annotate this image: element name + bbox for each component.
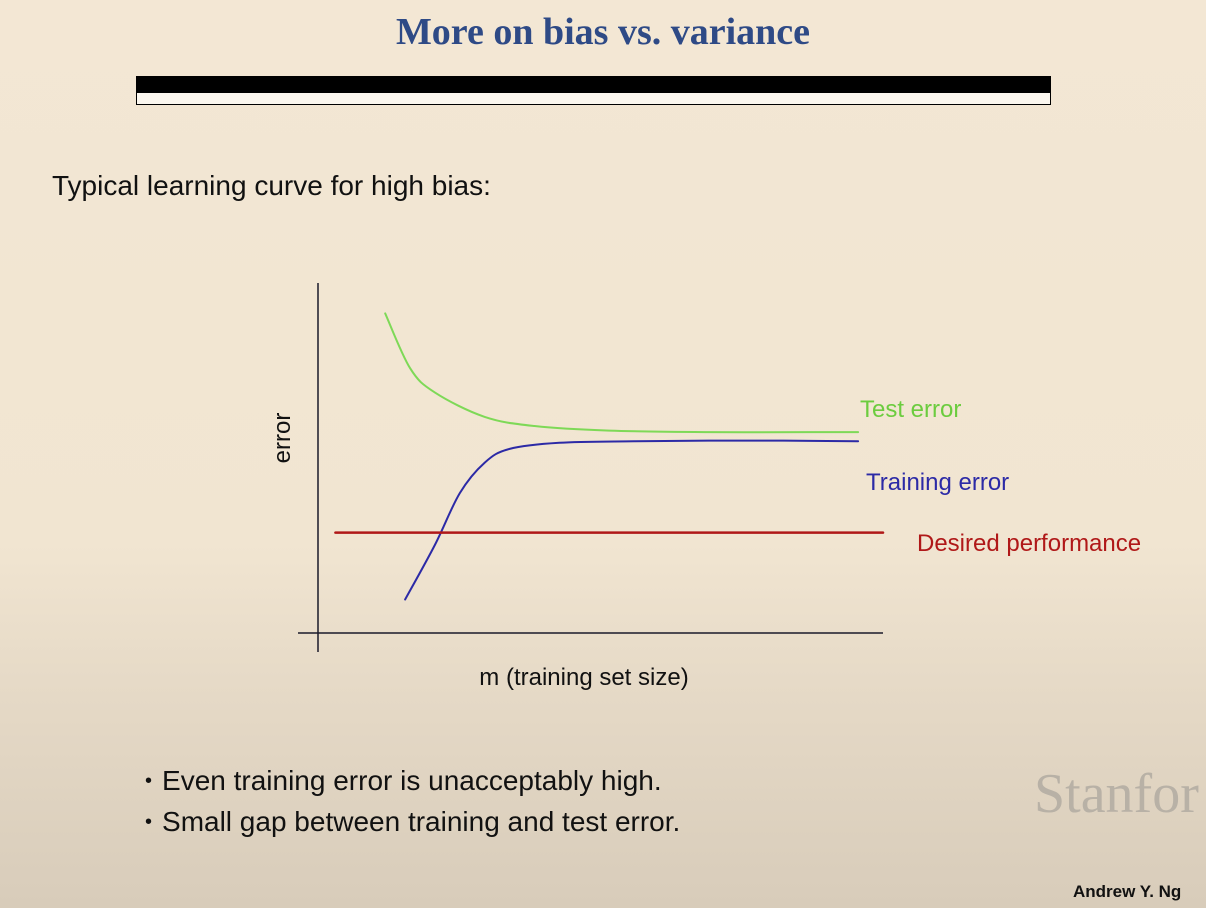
slide-title: More on bias vs. variance <box>395 11 811 53</box>
stanford-watermark: Stanfor <box>1034 763 1199 825</box>
bullet-list: Even training error is unacceptably high… <box>145 762 680 844</box>
author-credit: Andrew Y. Ng <box>1073 882 1182 901</box>
bullet-item: Small gap between training and test erro… <box>145 803 680 844</box>
bullet-item: Even training error is unacceptably high… <box>145 762 680 803</box>
training-error-line <box>404 439 860 601</box>
title-rule-black <box>136 76 1051 93</box>
slide-subtitle: Typical learning curve for high bias: <box>52 170 491 201</box>
y-axis-label: error <box>269 413 296 464</box>
test-error-line <box>384 312 860 434</box>
series-label-desired-performance: Desired performance <box>917 530 1141 557</box>
title-rule-white <box>136 93 1051 105</box>
series-label-training-error: Training error <box>866 469 1009 496</box>
series-label-test-error: Test error <box>860 396 961 423</box>
x-axis-label: m (training set size) <box>479 664 688 691</box>
